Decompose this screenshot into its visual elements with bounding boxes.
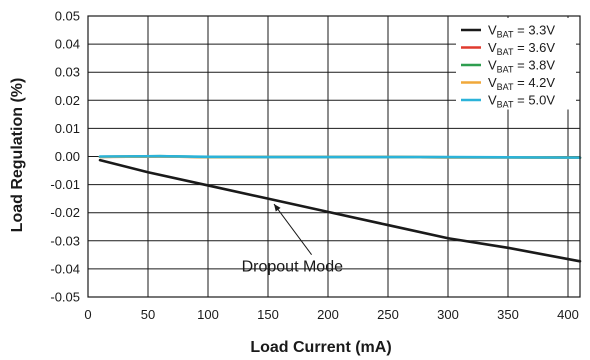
x-tick-label: 150	[257, 307, 279, 322]
legend-value: = 3.6V	[514, 40, 556, 55]
y-tick-label: 0.00	[55, 149, 80, 164]
legend-subscript: BAT	[497, 100, 514, 110]
x-tick-label: 400	[557, 307, 579, 322]
legend-entry-3: VBAT = 4.2V	[488, 75, 555, 92]
x-tick-label: 250	[377, 307, 399, 322]
legend-v: V	[488, 23, 497, 38]
x-tick-label: 350	[497, 307, 519, 322]
legend-value: = 4.2V	[514, 75, 556, 90]
y-tick-label: -0.03	[50, 233, 80, 248]
series-line-4	[98, 154, 582, 159]
y-tick-label: 0.02	[55, 93, 80, 108]
x-tick-label: 200	[317, 307, 339, 322]
legend-subscript: BAT	[497, 65, 514, 75]
y-tick-label: 0.01	[55, 121, 80, 136]
legend-subscript: BAT	[497, 82, 514, 92]
x-tick-label: 50	[141, 307, 155, 322]
plot-border	[87, 15, 581, 298]
series-line-0	[98, 158, 582, 263]
annotation-arrow-head	[274, 204, 281, 212]
legend-entry-0: VBAT = 3.3V	[488, 23, 555, 40]
y-tick-label: 0.03	[55, 65, 80, 80]
legend-v: V	[488, 40, 497, 55]
annotation-label: Dropout Mode	[242, 259, 343, 276]
y-tick-label: -0.05	[50, 290, 80, 305]
y-tick-label: -0.01	[50, 177, 80, 192]
y-tick-label: -0.02	[50, 205, 80, 220]
legend-entry-1: VBAT = 3.6V	[488, 40, 555, 57]
legend-entry-4: VBAT = 5.0V	[488, 93, 555, 110]
series-lines	[98, 154, 582, 263]
x-axis-title: Load Current (mA)	[250, 339, 391, 356]
x-tick-label: 300	[437, 307, 459, 322]
annotation-arrow-line	[273, 203, 313, 256]
legend-entry-2: VBAT = 3.8V	[488, 58, 555, 75]
x-tick-label: 0	[84, 307, 91, 322]
legend-v: V	[488, 75, 497, 90]
y-tick-label: -0.04	[50, 261, 80, 276]
y-tick-label: 0.05	[55, 9, 80, 24]
legend-value: = 3.8V	[514, 58, 556, 73]
y-tick-label: 0.04	[55, 37, 80, 52]
legend-subscript: BAT	[497, 47, 514, 57]
y-axis-title: Load Regulation (%)	[9, 78, 26, 233]
legend-value: = 3.3V	[514, 23, 556, 38]
tick-labels: -0.05 -0.04 -0.03 -0.02 -0.01 0.00 0.01 0.02 0.0…	[50, 9, 578, 323]
legend-value: = 5.0V	[514, 93, 556, 108]
x-tick-label: 100	[197, 307, 219, 322]
plot-frame	[87, 15, 581, 298]
legend-v: V	[488, 93, 497, 108]
legend-subscript: BAT	[497, 30, 514, 40]
legend-v: V	[488, 58, 497, 73]
annotations: Dropout Mode	[242, 203, 343, 276]
